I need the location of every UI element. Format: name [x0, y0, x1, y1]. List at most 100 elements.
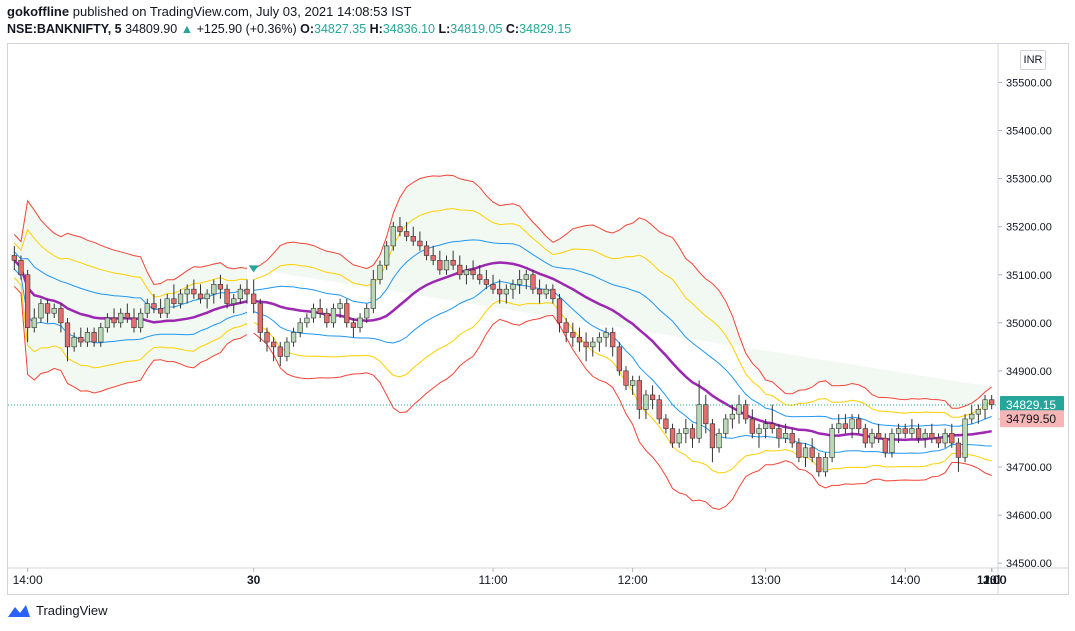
x-tick-label: 13:00 [751, 573, 781, 587]
close-label: C: [505, 22, 520, 36]
candle [450, 260, 456, 266]
author-name[interactable]: gokoffline [7, 4, 70, 19]
candle [809, 447, 815, 458]
candle [51, 308, 57, 314]
candle [802, 447, 809, 458]
candle [882, 437, 888, 453]
candle [623, 370, 629, 386]
candle [876, 433, 882, 439]
x-tick-label: 11:00 [478, 573, 507, 587]
x-tick-label: 11:00 [977, 573, 1006, 587]
candle [104, 317, 111, 328]
tradingview-logo-icon [8, 604, 30, 617]
y-tick-label: 35100.00 [1006, 270, 1052, 282]
candle [862, 428, 868, 444]
x-tick-label: 30 [247, 573, 261, 587]
candle [676, 433, 682, 444]
footer-brand[interactable]: TradingView [7, 603, 108, 618]
upper-band-3 [253, 174, 993, 409]
currency-button[interactable]: INR [1020, 50, 1046, 70]
open-value: 34827.35 [314, 22, 367, 36]
candle [304, 317, 310, 324]
current-price-tag-bg [1000, 395, 1064, 413]
candle [962, 418, 968, 458]
basis-line [253, 261, 992, 442]
candle [157, 308, 164, 314]
x-tick-label: Jul [983, 573, 1000, 587]
upper-band-1 [253, 239, 992, 428]
candle [849, 418, 855, 429]
upper-band-3 [13, 199, 248, 286]
candle [929, 433, 935, 439]
candle [709, 423, 716, 449]
lower-band-1 [13, 268, 248, 344]
low-value: 34819.05 [450, 22, 503, 36]
candle [636, 380, 642, 410]
candle [390, 226, 396, 247]
candle [982, 399, 988, 410]
lower-band-2 [13, 277, 248, 369]
candle [251, 293, 257, 304]
candle [370, 279, 376, 309]
upper-band-2 [253, 208, 992, 418]
candle [357, 317, 363, 328]
footer-brand-label: TradingView [36, 603, 108, 618]
candle [443, 260, 450, 271]
candle [91, 332, 97, 343]
y-tick-label: 35000.00 [1006, 318, 1052, 330]
change-up-icon: ▲ [180, 22, 194, 36]
band-fill [253, 175, 992, 409]
candle [217, 284, 224, 290]
candle [536, 288, 543, 295]
candle [955, 442, 962, 458]
candle [703, 404, 709, 425]
low-label: L: [438, 22, 451, 36]
candle [177, 293, 184, 304]
candle [550, 288, 556, 300]
high-value: 34836.10 [382, 22, 435, 36]
current-price-tag: 34829.15 [1006, 398, 1056, 412]
lower-band-3 [13, 285, 248, 394]
candle [144, 303, 150, 314]
candle [111, 317, 117, 324]
candle [237, 288, 244, 300]
candle [131, 317, 137, 328]
candle [769, 423, 775, 429]
candle [829, 428, 835, 458]
candle [816, 457, 822, 473]
candle [576, 336, 583, 343]
candle [543, 288, 549, 295]
candle [457, 264, 463, 276]
candle [118, 312, 124, 324]
candle [64, 322, 71, 348]
candle [989, 399, 995, 405]
candle [337, 303, 343, 309]
candle [350, 322, 357, 328]
candle [364, 308, 370, 319]
candle [663, 418, 669, 429]
candle [895, 428, 902, 434]
candle [630, 380, 636, 386]
candle [164, 298, 170, 314]
candle [417, 240, 423, 247]
candle [231, 298, 237, 304]
candle [683, 428, 689, 434]
ohlc-legend: NSE:BANKNIFTY, 5 34809.90 ▲ +125.90 (+0.… [7, 22, 571, 36]
candle [403, 231, 410, 237]
candle [570, 332, 576, 338]
x-tick-label: 12:00 [618, 573, 648, 587]
candle [789, 433, 795, 444]
candle [583, 341, 589, 348]
candle [915, 428, 922, 439]
candle [796, 442, 802, 458]
candle [24, 274, 31, 328]
candle [510, 284, 516, 290]
x-tick-label: 12:00 [977, 573, 1007, 587]
candle [191, 288, 197, 295]
candle [463, 269, 470, 276]
candle [836, 423, 842, 429]
candle [11, 255, 17, 261]
y-tick-label: 35200.00 [1006, 222, 1052, 234]
y-tick-label: 35400.00 [1006, 126, 1052, 138]
